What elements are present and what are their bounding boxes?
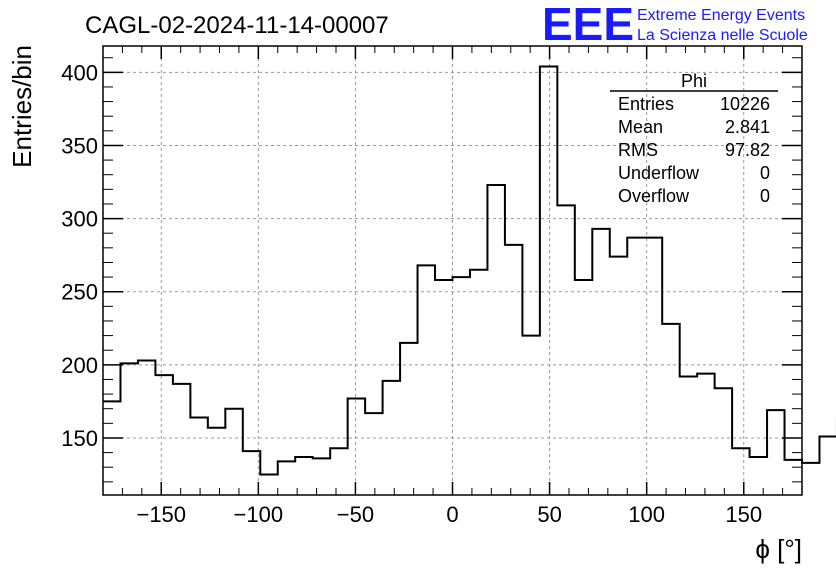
eee-logo-mark: EEE [542,0,634,50]
grid-lines [103,46,802,495]
histogram-bin [400,343,417,495]
histogram-bin [208,428,225,495]
stats-label: RMS [618,140,658,160]
histogram-bin [592,229,609,495]
stats-row: RMS 97.82 [618,140,770,160]
stats-row: Underflow 0 [618,163,770,183]
histogram-bin [120,363,137,495]
histogram-bin [522,336,539,495]
stats-row: Mean 2.841 [618,117,770,137]
x-tick-label: 150 [725,502,762,527]
histogram-bin [505,245,522,495]
histogram-bin [138,360,155,495]
histogram-bin [662,324,679,495]
y-tick-label: 400 [61,60,98,85]
chart-title: CAGL-02-2024-11-14-00007 [85,12,389,39]
x-tick-label: 50 [537,502,561,527]
histogram-bin [715,388,732,495]
stats-label: Mean [618,117,663,137]
histogram-bin [767,410,784,495]
histogram-bin [750,457,767,495]
histogram-bin [418,265,435,495]
eee-logo-line2: La Scienza nelle Scuole [637,27,808,44]
histogram-bin [348,398,365,495]
y-tick-label: 150 [61,426,98,451]
histogram-bin [645,238,662,495]
x-axis-label: ϕ [°] [755,534,802,564]
histogram-bin [540,66,557,495]
x-tick-label: 0 [446,502,458,527]
histogram-bin [173,384,190,495]
histogram-bin [802,463,819,495]
histogram-bin [487,185,504,495]
histogram-bin [575,280,592,495]
histogram-bin [732,448,749,495]
histogram-bin [295,457,312,495]
stats-box: Phi Entries 10226 Mean 2.841 RMS 97.82 U… [610,71,778,206]
eee-logo: EEE Extreme Energy Events La Scienza nel… [542,0,808,50]
stats-value: 97.82 [725,140,770,160]
y-tick-label: 300 [61,207,98,232]
stats-row: Entries 10226 [618,94,770,114]
histogram-bin [627,238,644,495]
histogram-bin [365,413,382,495]
stats-label: Entries [618,94,674,114]
stats-label: Underflow [618,163,700,183]
y-tick-label: 200 [61,353,98,378]
y-axis-label: Entries/bin [7,45,37,168]
histogram-bin [155,375,172,495]
stats-value: 0 [760,163,770,183]
histogram-bin [697,374,714,495]
histogram-bin [260,475,277,495]
histogram-bin [435,280,452,495]
histogram-bin [225,409,242,495]
histogram-bin [313,458,330,495]
stats-label: Overflow [618,186,690,206]
stats-value: 0 [760,186,770,206]
x-axis: −150 −100 −50 0 50 100 150 [121,46,784,527]
stats-title: Phi [681,71,707,91]
x-tick-label: −50 [337,502,374,527]
histogram-bin [103,401,120,495]
histogram-bin [610,257,627,495]
y-axis: 150 200 250 300 350 400 [61,57,802,483]
histogram-bin [680,377,697,495]
histogram-series-line [103,65,836,476]
histogram-bin [819,436,836,495]
histogram-bin [470,270,487,495]
x-tick-label: 100 [628,502,665,527]
y-tick-label: 350 [61,133,98,158]
stats-value: 2.841 [725,117,770,137]
histogram-bin [453,277,470,495]
histogram-bin [190,417,207,495]
x-tick-label: −150 [136,502,186,527]
histogram-bin [785,460,802,495]
histogram-bin [278,461,295,495]
histogram-bin [383,381,400,495]
y-tick-label: 250 [61,280,98,305]
histogram-bin [557,205,574,495]
eee-logo-line1: Extreme Energy Events [637,7,805,24]
stats-row: Overflow 0 [618,186,770,206]
histogram-bin [330,448,347,495]
stats-value: 10226 [720,94,770,114]
x-tick-label: −100 [234,502,284,527]
